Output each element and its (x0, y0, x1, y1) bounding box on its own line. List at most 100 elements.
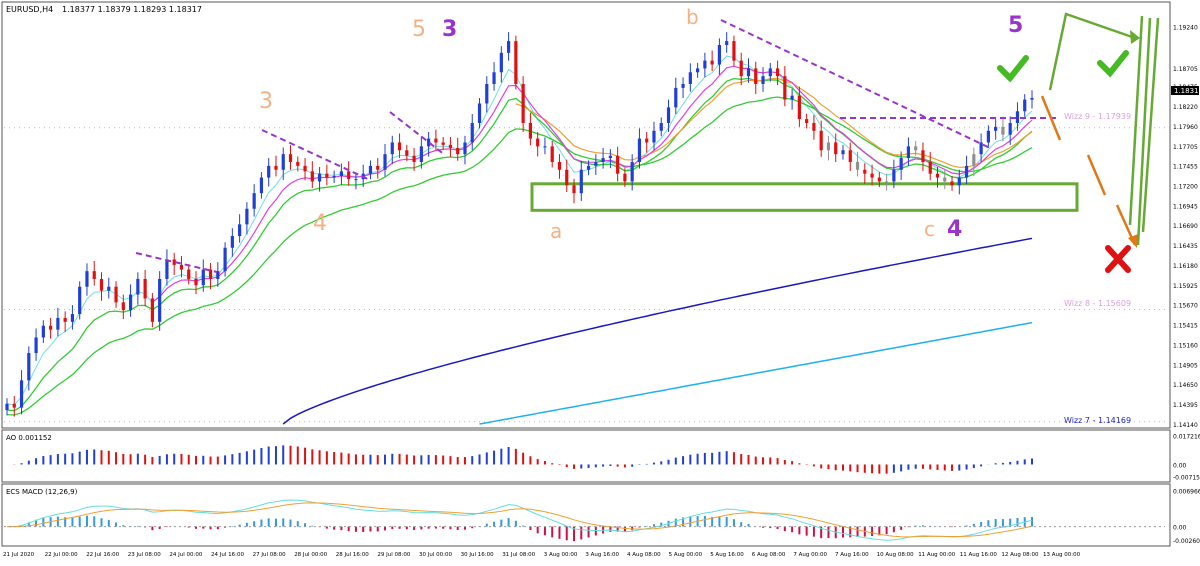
candle-body (1015, 111, 1020, 123)
candle-body (928, 161, 932, 174)
wave-label-b: b (686, 5, 699, 29)
orange-down-arrow-2 (1086, 154, 1107, 196)
candle-body (557, 161, 562, 170)
candle-body (645, 138, 649, 143)
candle-body (877, 177, 881, 182)
green-up-arrow-3 (1128, 15, 1144, 226)
candle-body (259, 177, 264, 194)
candle-body (652, 130, 656, 143)
candle-body (768, 68, 772, 77)
candle-body (725, 41, 729, 45)
candle-body (310, 171, 314, 182)
candle-body (1030, 98, 1034, 100)
wizz9-label: Wizz 9 - 1.17939 (1064, 112, 1131, 121)
price-tick-label: 1.17455 (1173, 163, 1198, 170)
current-price-tag (1171, 86, 1199, 95)
candle-body (506, 41, 511, 53)
time-tick-label: 22 Jul 16:00 (86, 552, 119, 558)
candle-body (543, 146, 547, 148)
candle-body (921, 150, 925, 162)
candle-body (790, 95, 794, 100)
candle-body (732, 41, 736, 61)
price-tick-label: 1.15670 (1173, 303, 1198, 310)
candle-body (463, 142, 467, 155)
candle-body (906, 146, 911, 159)
candle-body (812, 122, 816, 131)
candle-body (303, 165, 307, 172)
candle-body (128, 294, 133, 311)
green-check-icon (997, 55, 1029, 83)
candle-body (397, 142, 402, 151)
candle-body (586, 165, 591, 170)
candle-body (325, 173, 329, 178)
candle-body (666, 107, 671, 123)
time-tick-label: 5 Aug 16:00 (710, 552, 744, 558)
candle-body (150, 298, 154, 322)
candle-body (194, 278, 198, 286)
candle-body (783, 76, 787, 100)
red-cross-icon (1105, 245, 1131, 273)
candle-body (317, 173, 322, 182)
candle-body (492, 72, 496, 84)
candle-body (296, 161, 300, 166)
candle-body (957, 177, 961, 186)
candle-body (616, 155, 620, 174)
candle-body (165, 259, 169, 279)
time-tick-label: 11 Aug 00:00 (918, 552, 956, 558)
candle-body (49, 325, 53, 330)
ema-fast-line (6, 55, 1033, 406)
candle-body (761, 76, 765, 84)
green-up-arrow-1 (1136, 17, 1152, 246)
candle-body (383, 154, 387, 170)
ao-label: AO 0.001152 (6, 434, 52, 442)
candle-body (354, 179, 358, 181)
candle-body (986, 130, 990, 143)
candle-body (885, 181, 889, 183)
candle-body (136, 278, 140, 295)
price-tick-label: 1.17705 (1173, 144, 1198, 151)
candle-body (579, 169, 583, 194)
candle-body (608, 155, 612, 159)
price-tick-label: 1.16690 (1173, 223, 1198, 230)
time-tick-label: 24 Jul 00:00 (169, 552, 202, 558)
candle-body (470, 122, 474, 143)
candle-body (63, 317, 67, 322)
candle-body (717, 44, 722, 65)
candle-body (485, 83, 489, 104)
price-tick-label: 1.15160 (1173, 342, 1198, 349)
time-tick-label: 3 Aug 16:00 (585, 552, 619, 558)
candle-body (19, 380, 24, 408)
candle-body (252, 193, 256, 209)
candle-body (107, 286, 111, 291)
candle-body (12, 403, 16, 408)
price-tick-label: 1.15925 (1173, 283, 1198, 290)
candle-body (179, 264, 184, 270)
time-tick-label: 6 Aug 08:00 (752, 552, 786, 558)
candle-body (841, 150, 845, 155)
green-bullish-path (1048, 12, 1136, 91)
time-tick-label: 4 Aug 08:00 (627, 552, 661, 558)
candle-body (434, 138, 438, 143)
green-up-arrow-2 (1141, 17, 1160, 233)
price-tick-label: 1.16945 (1173, 203, 1198, 210)
candle-body (499, 52, 503, 73)
candle-body (848, 150, 852, 162)
wave-label-4-purple: 4 (947, 217, 962, 242)
candle-body (245, 208, 249, 225)
candle-body (805, 119, 809, 123)
candle-body (819, 130, 823, 151)
time-tick-label: 5 Aug 00:00 (669, 552, 703, 558)
candle-body (1008, 122, 1012, 135)
ema-orange-line (515, 77, 1033, 168)
ao-pane (1, 429, 1171, 483)
candle-body (27, 353, 31, 381)
candle-body (565, 169, 569, 186)
time-tick-label: 28 Jul 16:00 (336, 552, 369, 558)
price-tick-label: 1.16435 (1173, 243, 1198, 250)
purple-dashed-trendline (135, 252, 218, 273)
candle-body (56, 317, 60, 330)
candle-body (754, 68, 758, 84)
candle-body (601, 158, 605, 162)
candle-body (339, 171, 343, 177)
